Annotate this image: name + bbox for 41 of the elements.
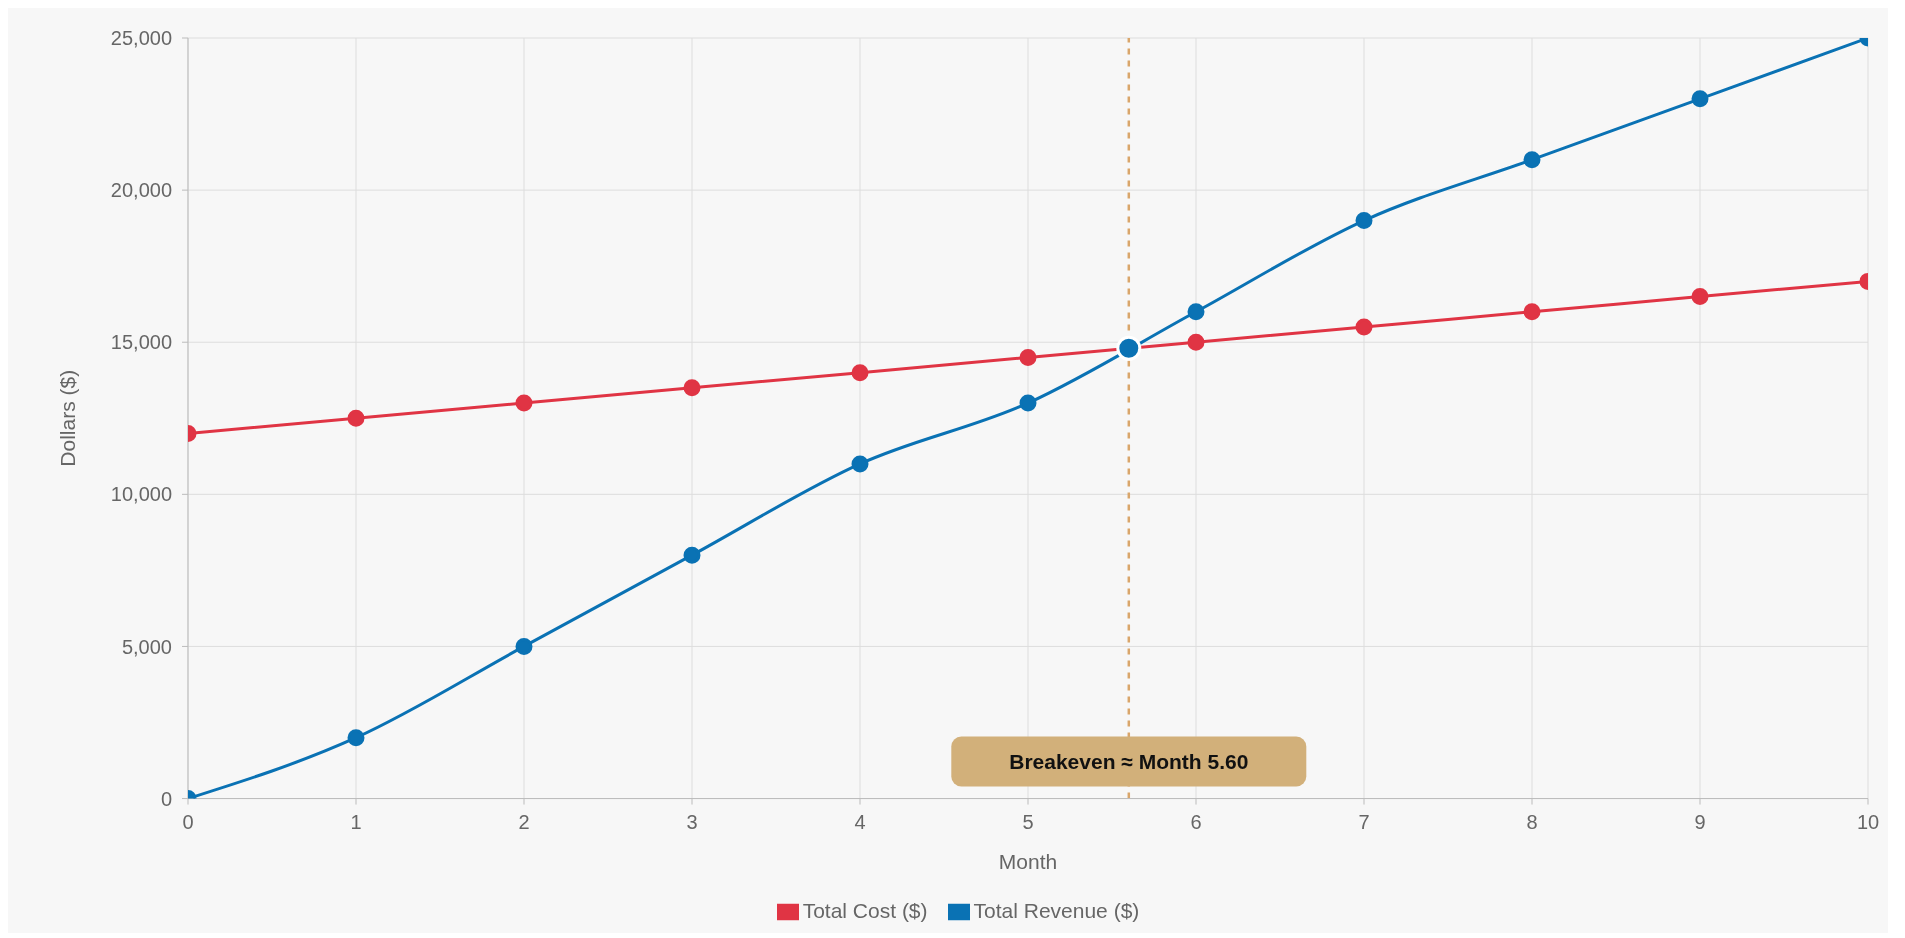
y-axis-title: Dollars ($) — [56, 369, 80, 467]
ref-line-label: Breakeven ≈ Month 5.60 — [1009, 750, 1249, 774]
point — [515, 637, 533, 655]
legend-label: Total Revenue ($) — [973, 898, 1140, 922]
x-tick-label: 2 — [518, 810, 530, 833]
point — [683, 546, 701, 564]
x-tick-label: 0 — [182, 810, 194, 833]
point — [1019, 348, 1037, 366]
point — [1355, 318, 1373, 336]
x-tick-label: 4 — [854, 810, 866, 833]
point — [1691, 288, 1709, 306]
y-tick-label: 5,000 — [121, 635, 172, 658]
point — [1116, 335, 1142, 361]
x-tick-label: 8 — [1526, 810, 1538, 833]
point — [1691, 90, 1709, 108]
point — [683, 379, 701, 397]
point — [1187, 333, 1205, 351]
point — [851, 455, 869, 473]
x-tick-label: 1 — [350, 810, 362, 833]
y-tick-label: 10,000 — [110, 483, 172, 506]
point — [347, 729, 365, 747]
point — [1523, 151, 1541, 169]
x-tick-label: 9 — [1694, 810, 1706, 833]
y-tick-label: 25,000 — [110, 27, 172, 50]
x-tick-label: 6 — [1190, 810, 1202, 833]
y-tick-label: 20,000 — [110, 179, 172, 202]
point — [851, 364, 869, 382]
x-tick-label: 10 — [1856, 810, 1880, 833]
point — [515, 394, 533, 412]
point — [1019, 394, 1037, 412]
y-tick-label: 15,000 — [110, 331, 172, 354]
legend-label: Total Cost ($) — [802, 898, 928, 922]
x-tick-label: 3 — [686, 810, 698, 833]
x-tick-label: 7 — [1358, 810, 1370, 833]
x-axis-title: Month — [998, 849, 1058, 873]
point — [1187, 303, 1205, 321]
y-tick-label: 0 — [160, 787, 172, 810]
x-tick-label: 5 — [1022, 810, 1034, 833]
point — [1523, 303, 1541, 321]
point — [347, 409, 365, 427]
point — [1355, 212, 1373, 230]
